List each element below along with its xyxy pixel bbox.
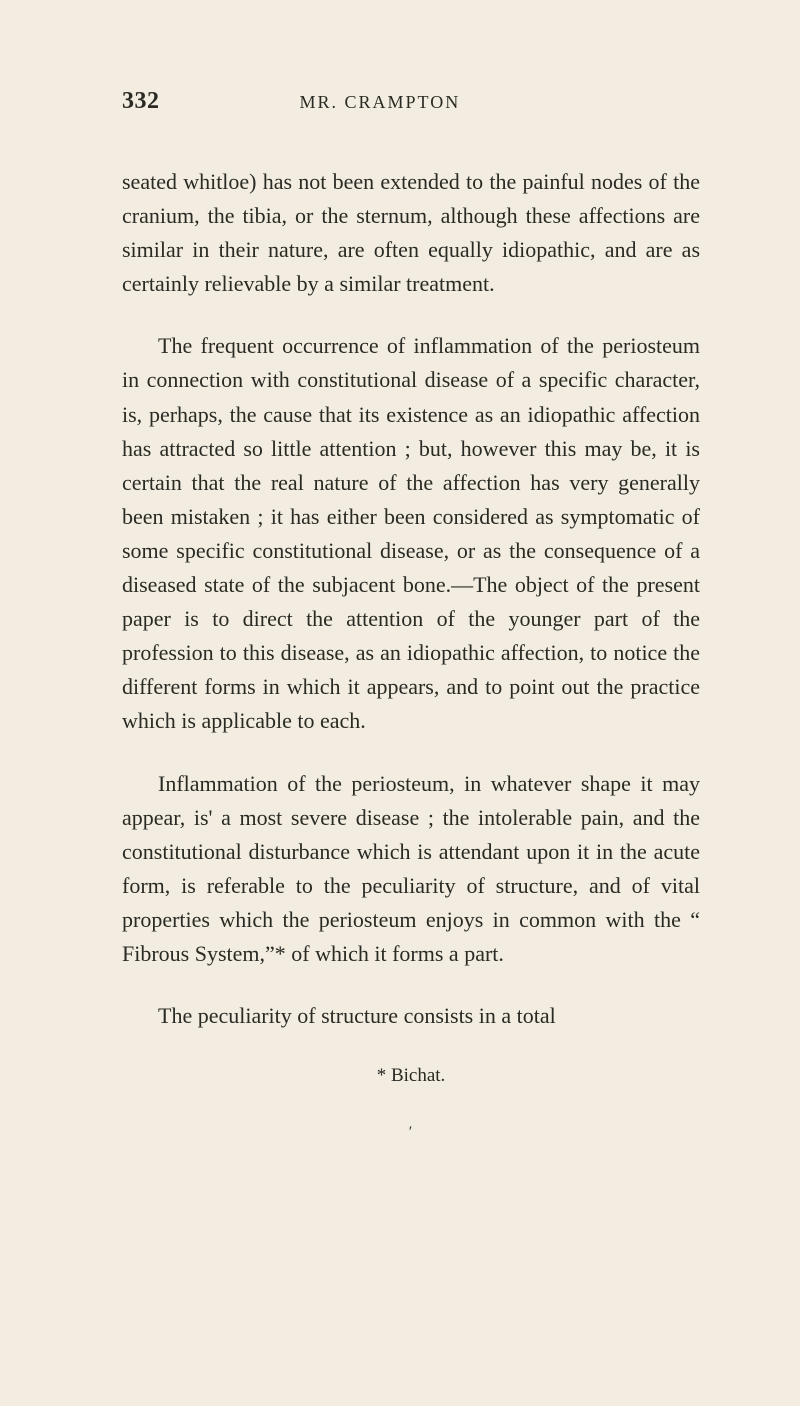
running-head: MR. CRAMPTON xyxy=(300,92,461,113)
paragraph-4: The peculiarity of structure consists in… xyxy=(122,999,700,1033)
footnote: * Bichat. xyxy=(122,1061,700,1090)
page-container: 332 MR. CRAMPTON seated whitloe) has not… xyxy=(0,0,800,1406)
paragraph-3: Inflammation of the periosteum, in whate… xyxy=(122,767,700,972)
body-text: seated whitloe) has not been extended to… xyxy=(122,165,700,1144)
header-line: 332 MR. CRAMPTON xyxy=(122,88,700,115)
signature-mark: ′ xyxy=(122,1121,700,1144)
paragraph-1: seated whitloe) has not been extended to… xyxy=(122,165,700,301)
paragraph-2: The frequent occurrence of inflammation … xyxy=(122,329,700,738)
page-number: 332 xyxy=(122,88,160,115)
